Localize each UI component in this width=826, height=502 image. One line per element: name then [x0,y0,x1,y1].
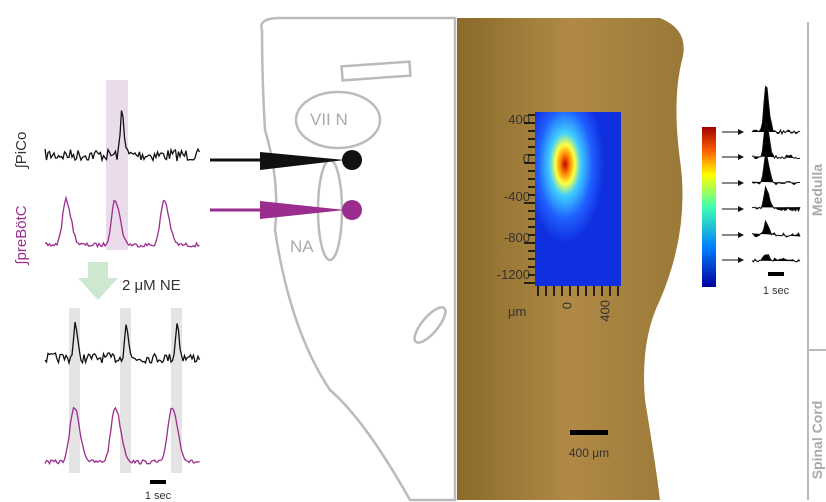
roi-traces [722,87,800,263]
trace [752,187,800,211]
scale-bar [150,480,166,484]
colorbar [702,127,716,287]
arrowhead [738,206,744,212]
nucleus-label: NA [290,237,314,256]
x-unit: μm [508,304,526,319]
region-label: Medulla [809,164,825,216]
trace [752,154,800,185]
y-tick-label: -400 [504,189,530,204]
scale-label: 1 sec [763,285,790,297]
arrowhead [738,154,744,160]
treatment: 2 μM NE [122,277,181,294]
brainstem-outline [261,18,455,500]
scale-bar [768,272,784,276]
trace [752,221,800,237]
trace [752,87,800,134]
arrowhead [738,257,744,263]
region-label: Spinal Cord [809,401,825,480]
pico-label: ∫PiCo [13,132,30,170]
arrowhead [738,129,744,135]
figure: ∫PiCo ∫preBötC 2 μM NE 1 sec VII N NA 40… [0,0,826,502]
trace [752,255,800,262]
scale-label: 1 sec [145,490,172,502]
burst-highlight [106,80,128,250]
arrowhead [738,232,744,238]
arrowhead [738,180,744,186]
arrow [78,262,118,300]
y-tick-label: -1200 [497,267,530,282]
nucleus-label: VII N [310,110,348,129]
scale-bar [570,430,608,435]
prebotc-label: ∫preBötC [13,205,30,265]
trace [752,122,800,158]
x-tick-label: 400 [597,300,612,322]
x-tick-label: 0 [559,302,574,309]
heatmap [535,112,621,286]
y-tick-label: 400 [508,112,530,127]
scale-label: 400 μm [569,446,609,460]
